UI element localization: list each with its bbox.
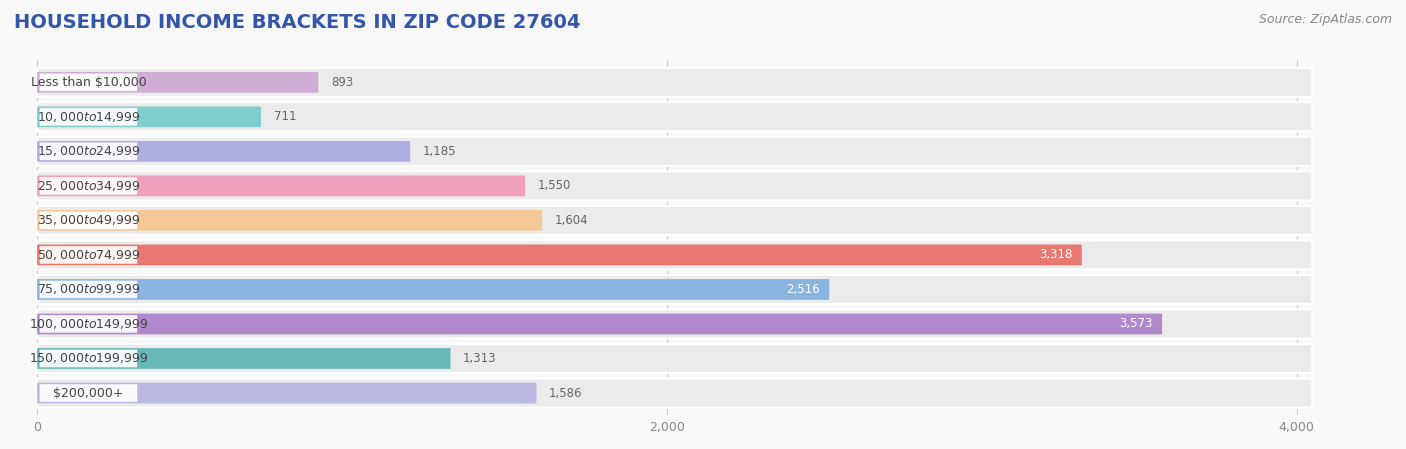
Text: $50,000 to $74,999: $50,000 to $74,999 bbox=[37, 248, 141, 262]
FancyBboxPatch shape bbox=[37, 348, 450, 369]
FancyBboxPatch shape bbox=[37, 102, 1312, 132]
FancyBboxPatch shape bbox=[37, 379, 1312, 408]
FancyBboxPatch shape bbox=[37, 309, 1312, 339]
FancyBboxPatch shape bbox=[37, 383, 537, 403]
FancyBboxPatch shape bbox=[37, 240, 1312, 269]
FancyBboxPatch shape bbox=[39, 74, 138, 91]
FancyBboxPatch shape bbox=[39, 315, 138, 333]
FancyBboxPatch shape bbox=[39, 177, 138, 195]
FancyBboxPatch shape bbox=[37, 210, 543, 231]
FancyBboxPatch shape bbox=[37, 141, 411, 162]
Text: HOUSEHOLD INCOME BRACKETS IN ZIP CODE 27604: HOUSEHOLD INCOME BRACKETS IN ZIP CODE 27… bbox=[14, 13, 581, 32]
FancyBboxPatch shape bbox=[39, 281, 138, 298]
Text: 1,586: 1,586 bbox=[550, 387, 582, 400]
Text: $150,000 to $199,999: $150,000 to $199,999 bbox=[28, 352, 148, 365]
FancyBboxPatch shape bbox=[37, 245, 1081, 265]
Text: 711: 711 bbox=[274, 110, 297, 123]
FancyBboxPatch shape bbox=[39, 246, 138, 264]
FancyBboxPatch shape bbox=[37, 176, 524, 196]
Text: 893: 893 bbox=[330, 76, 353, 89]
FancyBboxPatch shape bbox=[37, 106, 262, 127]
FancyBboxPatch shape bbox=[37, 344, 1312, 373]
FancyBboxPatch shape bbox=[37, 68, 1312, 97]
FancyBboxPatch shape bbox=[37, 279, 830, 300]
Text: 1,313: 1,313 bbox=[463, 352, 496, 365]
Text: $10,000 to $14,999: $10,000 to $14,999 bbox=[37, 110, 141, 124]
Text: $35,000 to $49,999: $35,000 to $49,999 bbox=[37, 213, 141, 227]
FancyBboxPatch shape bbox=[39, 350, 138, 367]
Text: 1,185: 1,185 bbox=[423, 145, 457, 158]
Text: $25,000 to $34,999: $25,000 to $34,999 bbox=[37, 179, 141, 193]
Text: 3,318: 3,318 bbox=[1039, 248, 1073, 261]
Text: Less than $10,000: Less than $10,000 bbox=[31, 76, 146, 89]
FancyBboxPatch shape bbox=[39, 143, 138, 160]
Text: $75,000 to $99,999: $75,000 to $99,999 bbox=[37, 282, 141, 296]
FancyBboxPatch shape bbox=[37, 206, 1312, 235]
Text: 1,550: 1,550 bbox=[537, 180, 571, 192]
Text: 1,604: 1,604 bbox=[555, 214, 588, 227]
FancyBboxPatch shape bbox=[37, 137, 1312, 166]
FancyBboxPatch shape bbox=[37, 172, 1312, 200]
FancyBboxPatch shape bbox=[39, 211, 138, 229]
FancyBboxPatch shape bbox=[37, 313, 1163, 335]
Text: 3,573: 3,573 bbox=[1119, 317, 1153, 330]
Text: $100,000 to $149,999: $100,000 to $149,999 bbox=[28, 317, 148, 331]
Text: $200,000+: $200,000+ bbox=[53, 387, 124, 400]
FancyBboxPatch shape bbox=[39, 108, 138, 126]
FancyBboxPatch shape bbox=[37, 275, 1312, 304]
Text: $15,000 to $24,999: $15,000 to $24,999 bbox=[37, 145, 141, 158]
Text: Source: ZipAtlas.com: Source: ZipAtlas.com bbox=[1258, 13, 1392, 26]
FancyBboxPatch shape bbox=[37, 72, 318, 92]
Text: 2,516: 2,516 bbox=[786, 283, 820, 296]
FancyBboxPatch shape bbox=[39, 384, 138, 402]
